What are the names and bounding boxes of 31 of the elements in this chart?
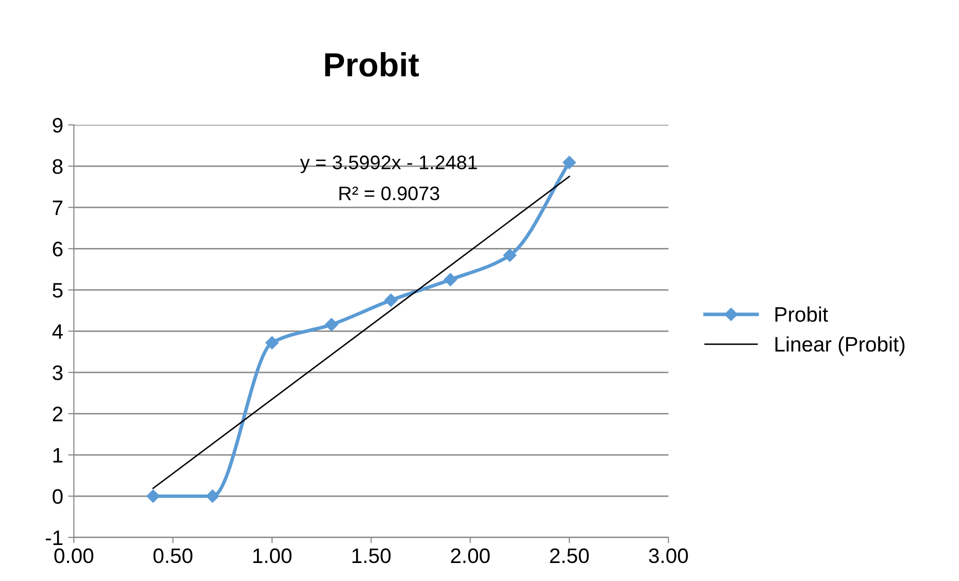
y-tick-label: 9 [52,118,62,133]
annotation: R² = 0.9073 [339,186,440,200]
x-tick-label: 0.00 [54,548,94,564]
x-tick-label: 1.00 [253,548,292,564]
x-tick-label: 2.00 [451,548,490,564]
point [562,156,576,170]
x-tick-label: 1.50 [352,548,391,564]
point [206,490,220,503]
y-tick-label: 1 [53,448,62,462]
y-tick-label: 7 [52,200,62,215]
point [384,294,398,307]
legend-label: Linear (Probit) [775,336,904,356]
y-tick-label: 6 [52,242,63,256]
y-tick-label: 4 [52,324,63,339]
y-tick-label: 2 [52,406,62,422]
y-tick-label: 3 [52,365,63,380]
y-tick-label: -1 [46,530,62,545]
y-tick-label: 0 [52,489,63,504]
x-tick-label: 2.50 [550,548,589,564]
annotation: y = 3.5992x - 1.2481 [300,156,477,174]
y-tick-label: 8 [52,159,63,174]
x-tick-label: 3.00 [648,548,688,564]
x-tick-label: 0.50 [153,548,192,564]
chart-title: Probit [325,52,419,77]
legend-label: Probit [775,306,828,322]
point [503,248,516,262]
y-tick-label: 5 [52,283,63,298]
point [324,318,338,332]
point [444,273,457,286]
point [146,490,160,503]
point [265,336,279,350]
